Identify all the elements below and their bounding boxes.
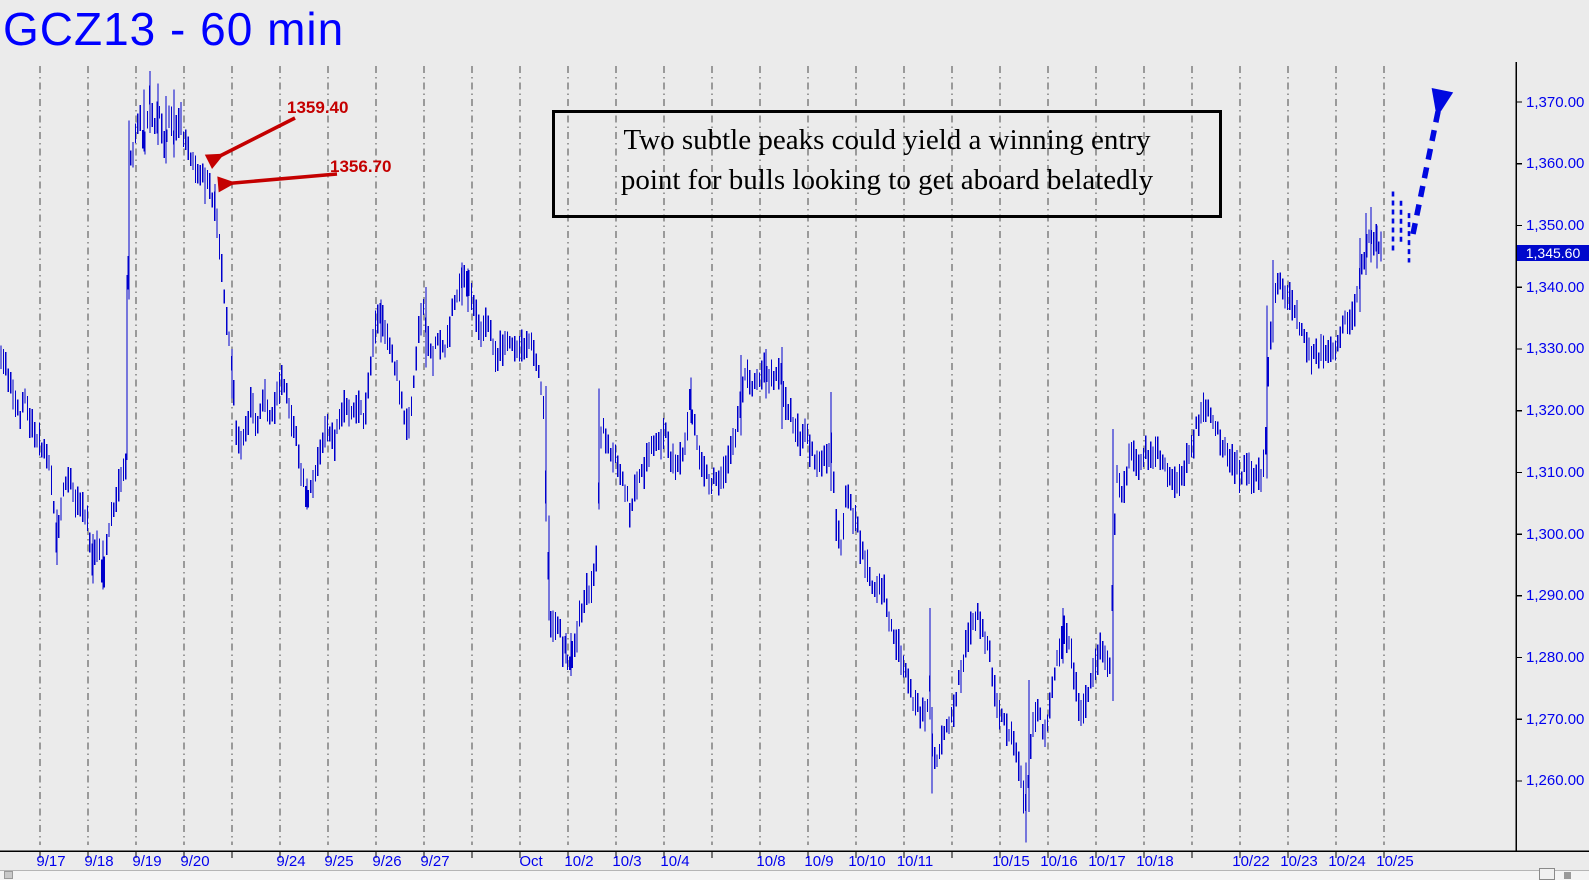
peak-arrow-1[interactable] <box>204 116 296 169</box>
projection-arrow[interactable] <box>1410 87 1454 235</box>
price-bars-key-extremes <box>56 71 1382 843</box>
x-axis-label-10-18: 10/18 <box>1136 853 1174 870</box>
x-axis-label-9-17: 9/17 <box>36 853 66 870</box>
x-axis-label-10-8: 10/8 <box>756 853 786 870</box>
annotation-line-1: Two subtle peaks could yield a winning e… <box>623 124 1151 156</box>
resize-grip-icon <box>1564 872 1571 879</box>
x-axis-label-10-10: 10/10 <box>848 853 886 870</box>
x-axis-label-9-25: 9/25 <box>324 853 354 870</box>
y-axis-label-1350: 1,350.00 <box>1526 216 1585 234</box>
y-axis-label-1340: 1,340.00 <box>1526 278 1585 296</box>
x-axis-label-Oct: Oct <box>519 853 543 870</box>
x-axis-label-10-16: 10/16 <box>1040 853 1078 870</box>
x-axis-label-10-9: 10/9 <box>804 853 834 870</box>
x-axis-label-10-25: 10/25 <box>1376 853 1414 870</box>
y-axis-label-1290: 1,290.00 <box>1526 587 1585 605</box>
peak-price-label-2[interactable]: 1356.70 <box>330 157 392 176</box>
annotation-line-2: point for bulls looking to get aboard be… <box>620 164 1154 196</box>
scrollbar-left-nub[interactable] <box>4 871 13 879</box>
y-axis-label-1370: 1,370.00 <box>1526 93 1585 111</box>
y-axis-label-1280: 1,280.00 <box>1526 649 1585 667</box>
x-axis-label-9-27: 9/27 <box>420 853 450 870</box>
peak-arrow-2[interactable] <box>217 172 338 193</box>
x-axis-label-10-4: 10/4 <box>660 853 690 870</box>
x-axis-label-9-24: 9/24 <box>276 853 306 870</box>
x-axis-label-9-20: 9/20 <box>180 853 210 870</box>
x-axis-label-10-24: 10/24 <box>1328 853 1366 870</box>
x-axis-label-10-23: 10/23 <box>1280 853 1318 870</box>
x-axis-label-10-2: 10/2 <box>564 853 594 870</box>
x-axis-label-9-19: 9/19 <box>132 853 162 870</box>
y-axis-label-1300: 1,300.00 <box>1526 525 1585 543</box>
y-axis-label-1270: 1,270.00 <box>1526 710 1585 728</box>
annotation-text-box[interactable]: Two subtle peaks could yield a winning e… <box>552 110 1222 218</box>
y-axis-label-1320: 1,320.00 <box>1526 402 1585 420</box>
peak-price-label-1[interactable]: 1359.40 <box>287 98 349 117</box>
x-axis-label-10-22: 10/22 <box>1232 853 1270 870</box>
y-axis-label-1330: 1,330.00 <box>1526 340 1585 358</box>
x-axis-ticks <box>39 851 1385 858</box>
last-price-badge: 1,345.60 <box>1517 244 1589 261</box>
x-axis-label-10-17: 10/17 <box>1088 853 1126 870</box>
y-axis-ticks <box>1516 101 1522 782</box>
scrollbar-corner-box[interactable] <box>1539 868 1555 880</box>
chart-title: GCZ13 - 60 min <box>3 3 345 55</box>
x-axis-label-10-15: 10/15 <box>992 853 1030 870</box>
y-axis-label-1310: 1,310.00 <box>1526 463 1585 481</box>
horizontal-scrollbar[interactable] <box>0 870 1589 880</box>
y-axis-label-1260: 1,260.00 <box>1526 772 1585 790</box>
x-axis-label-10-11: 10/11 <box>896 853 934 870</box>
y-axis-label-1360: 1,360.00 <box>1526 155 1585 173</box>
x-axis-label-9-26: 9/26 <box>372 853 402 870</box>
x-axis-label-10-3: 10/3 <box>612 853 642 870</box>
x-axis-label-9-18: 9/18 <box>84 853 114 870</box>
projected-price-bars[interactable] <box>1391 191 1411 263</box>
